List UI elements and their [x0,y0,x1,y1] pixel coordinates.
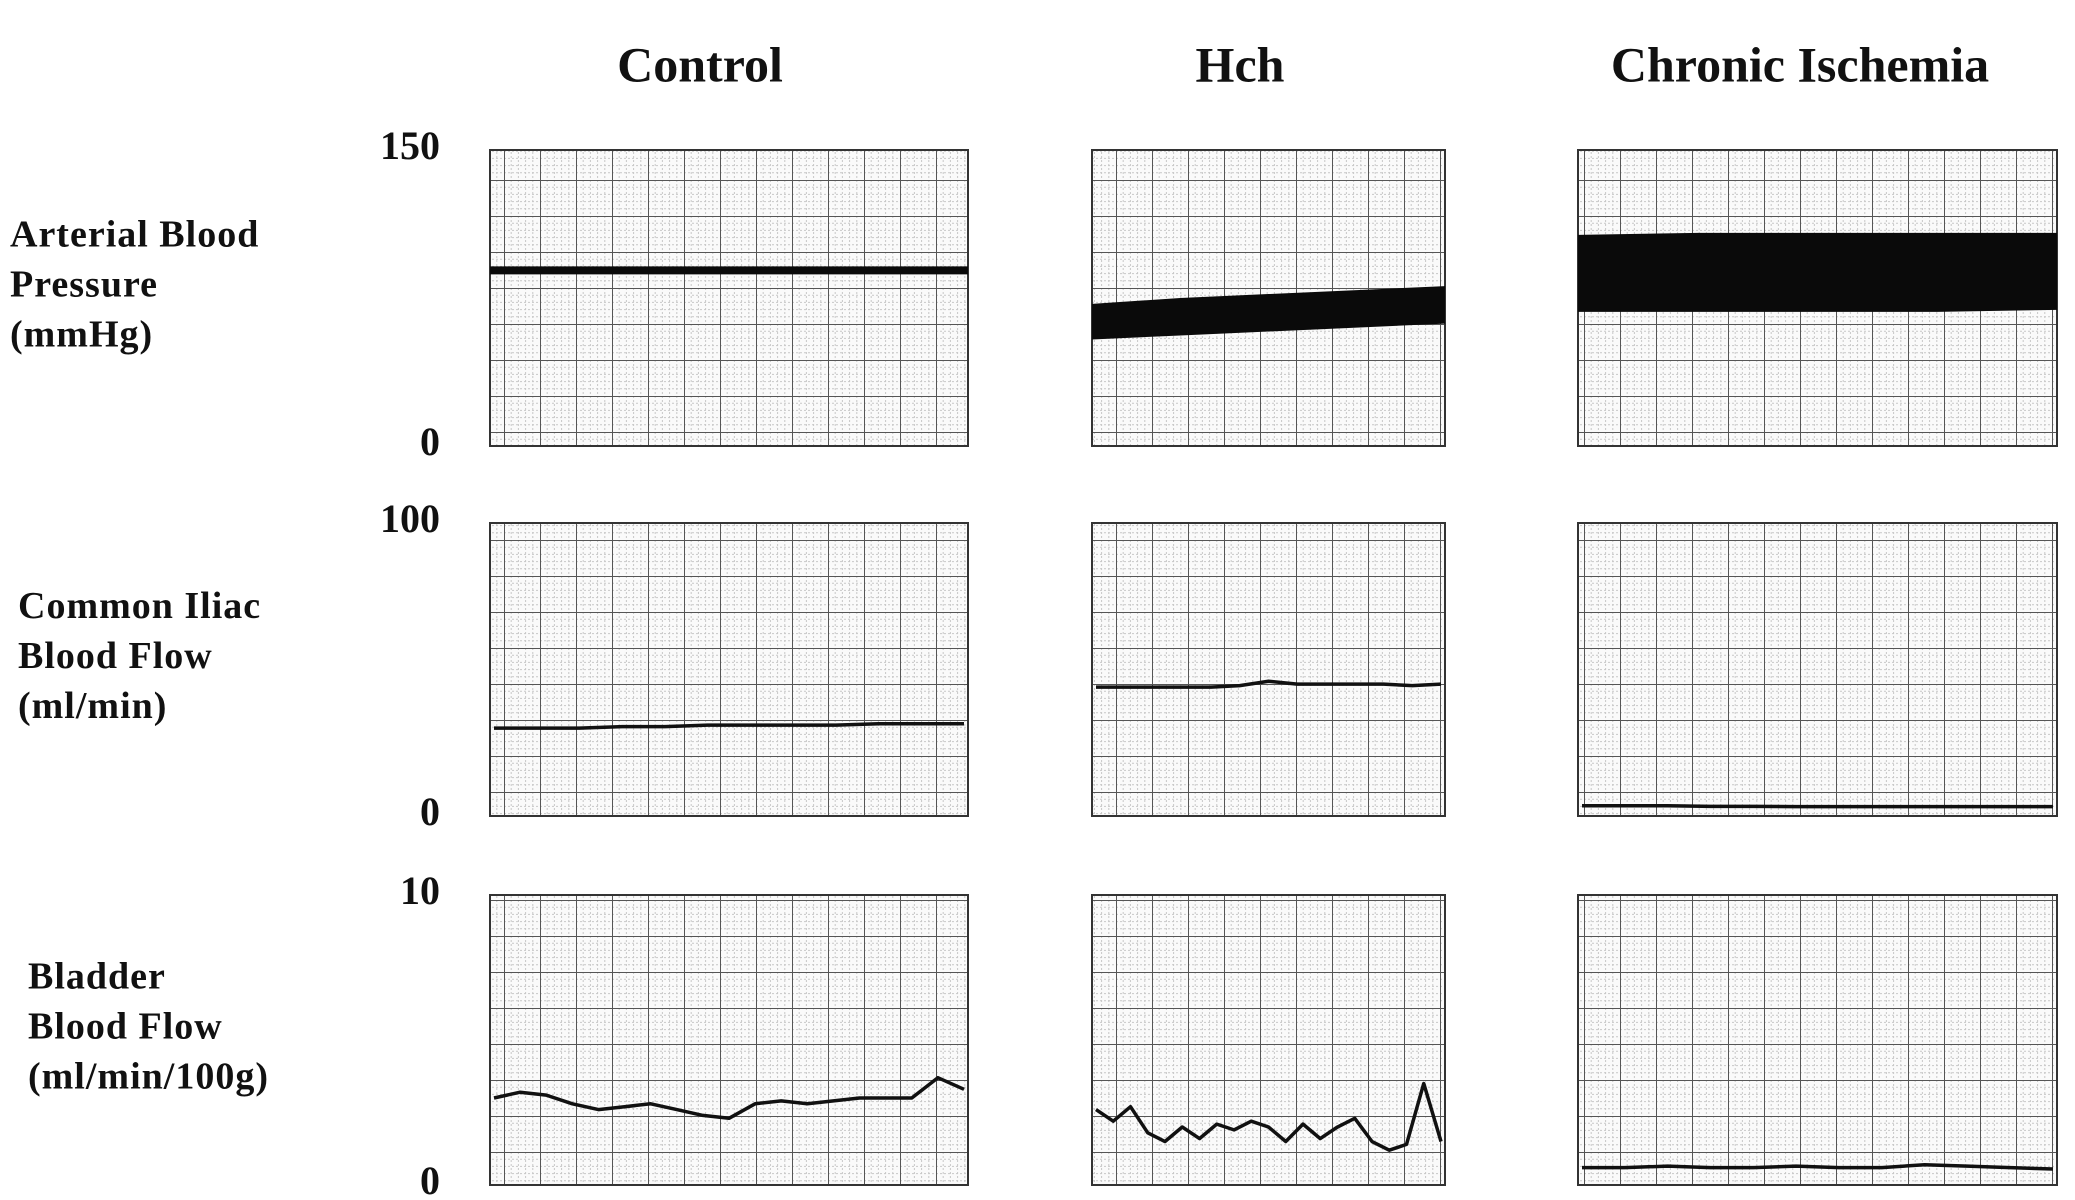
trace-line [1582,1162,2054,1171]
trace-line [1096,679,1442,689]
column-title: Hch [1196,36,1285,92]
chart-paper [1091,894,1446,1186]
row-label: Blood Flow [18,635,213,677]
y-tick-label: 0 [420,1158,440,1200]
chart-paper [1091,522,1446,817]
row-label: Arterial Blood [10,214,259,256]
chart-paper [489,149,969,447]
y-tick-label: 0 [420,419,440,464]
y-tick-label: 10 [400,868,440,913]
pressure-band [1578,232,2057,312]
column-title: Control [617,36,783,92]
row-label: Bladder [28,956,166,998]
row-label: Common Iliac [18,585,261,627]
chart-paper [489,522,969,817]
column-title: Chronic Ischemia [1611,36,1989,92]
trace-line [494,721,964,730]
pressure-band [1092,286,1445,340]
trace-line [493,1075,965,1121]
chart-paper [1577,522,2058,817]
trace-line [1095,1081,1443,1152]
row-label: (ml/min) [18,685,167,727]
y-tick-label: 0 [420,789,440,834]
row-label: Blood Flow [28,1006,223,1048]
trace-line [1582,803,2053,809]
pressure-band [490,266,968,275]
chart-paper [489,894,969,1186]
row-label: (mmHg) [10,314,153,356]
chart-paper [1577,894,2058,1186]
row-label: (ml/min/100g) [28,1056,269,1098]
y-tick-label: 150 [380,123,440,168]
y-tick-label: 100 [380,496,440,541]
row-label: Pressure [10,264,158,306]
